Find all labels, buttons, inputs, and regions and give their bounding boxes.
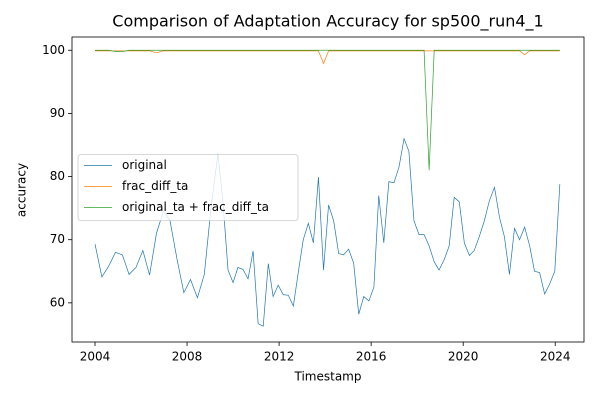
y-tick-label: 90 xyxy=(50,106,65,120)
series-line xyxy=(94,137,561,327)
chart-title: Comparison of Adaptation Accuracy for sp… xyxy=(112,12,543,32)
x-tick-label: 2024 xyxy=(540,350,571,364)
y-tick-label: 60 xyxy=(50,295,65,309)
x-tick-label: 2004 xyxy=(80,350,111,364)
series-line xyxy=(95,50,560,65)
legend-label: frac_diff_ta xyxy=(122,179,188,193)
legend-label: original xyxy=(122,158,167,172)
y-tick-label: 70 xyxy=(50,232,65,246)
x-tick-label: 2008 xyxy=(172,350,203,364)
y-tick-label: 80 xyxy=(50,169,65,183)
x-axis-label: Timestamp xyxy=(294,370,362,384)
series-line xyxy=(95,49,560,171)
legend-label: original_ta + frac_diff_ta xyxy=(122,200,269,214)
y-axis-label: accuracy xyxy=(15,163,29,217)
x-tick-label: 2012 xyxy=(264,350,295,364)
plot-frame xyxy=(71,36,585,343)
legend-box xyxy=(77,154,299,221)
x-tick-label: 2016 xyxy=(356,350,387,364)
y-tick-label: 100 xyxy=(42,43,65,57)
x-tick-label: 2020 xyxy=(448,350,479,364)
